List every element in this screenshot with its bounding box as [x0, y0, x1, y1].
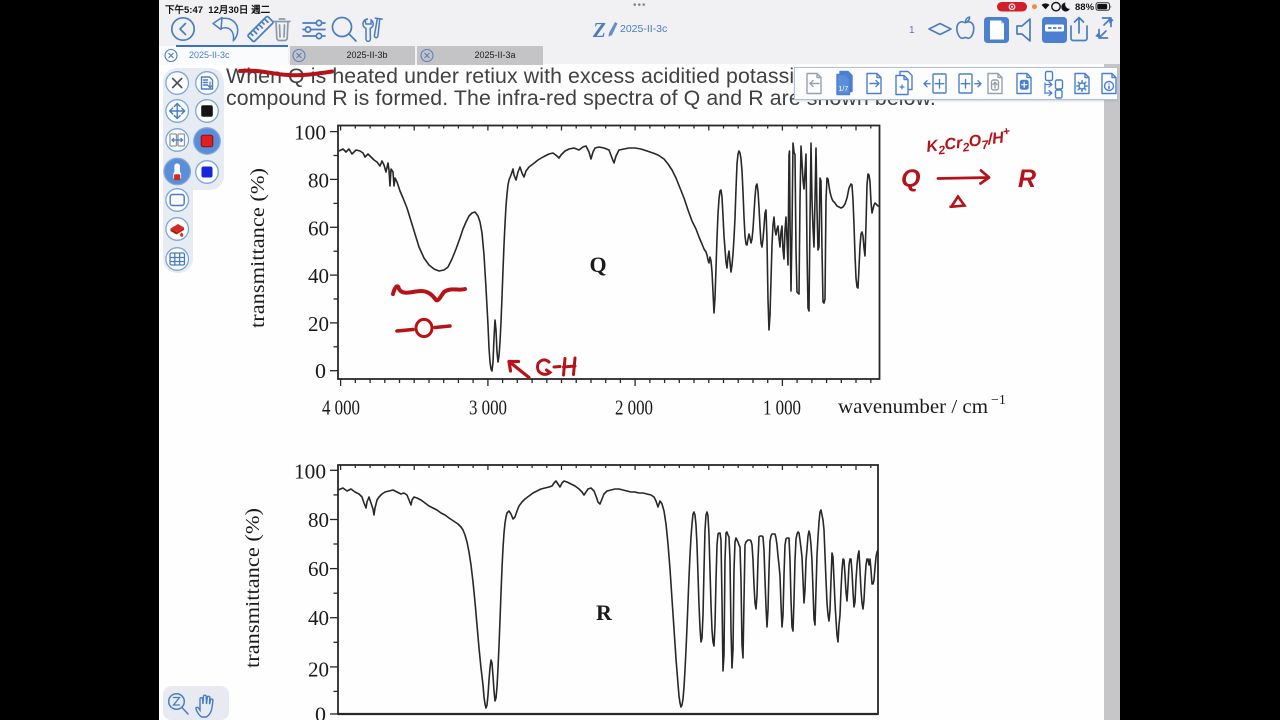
svg-text:R: R [1018, 165, 1036, 193]
svg-text:80: 80 [308, 169, 329, 193]
svg-text:100: 100 [294, 460, 326, 484]
svg-text:Z: Z [593, 19, 606, 41]
svg-text:4 000: 4 000 [322, 396, 360, 420]
svg-text:3 000: 3 000 [469, 396, 507, 420]
svg-text:transmittance (%): transmittance (%) [242, 508, 264, 668]
svg-text:K2Cr2O7/H+: K2Cr2O7/H+ [925, 124, 1012, 159]
svg-text:40: 40 [308, 606, 329, 630]
svg-text:wavenumber / cm: wavenumber / cm [838, 396, 988, 418]
svg-text:1: 1 [909, 25, 915, 36]
svg-text:Q: Q [589, 252, 606, 277]
svg-text:20: 20 [308, 312, 329, 336]
svg-text:60: 60 [308, 216, 329, 240]
svg-text:0: 0 [315, 359, 326, 383]
svg-text:20: 20 [308, 658, 329, 682]
svg-text:1/7: 1/7 [839, 86, 849, 93]
svg-text:transmittance (%): transmittance (%) [247, 168, 269, 328]
svg-text:80: 80 [308, 508, 329, 532]
svg-text:2 000: 2 000 [615, 396, 653, 420]
svg-text:60: 60 [308, 557, 329, 581]
svg-text:1 000: 1 000 [763, 396, 801, 420]
svg-text:Q: Q [901, 165, 921, 193]
svg-text:0: 0 [315, 703, 326, 720]
svg-text:40: 40 [308, 264, 329, 288]
svg-text:100: 100 [294, 121, 326, 145]
svg-text:R: R [596, 600, 613, 625]
svg-text:−1: −1 [991, 393, 1006, 408]
svg-text:88%: 88% [1075, 2, 1095, 13]
